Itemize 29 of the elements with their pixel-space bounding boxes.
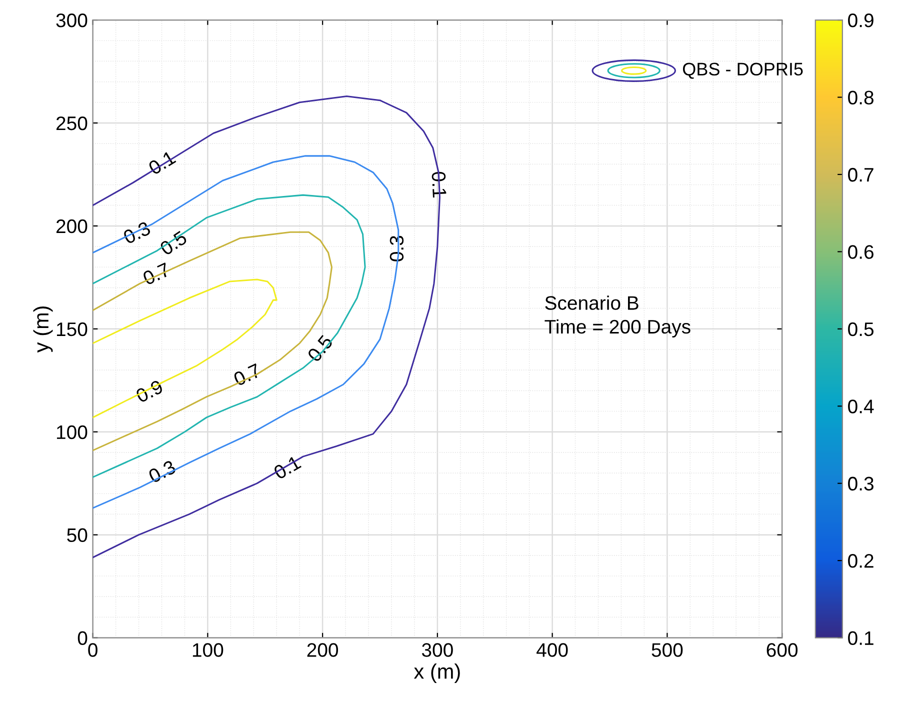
color-bar-label: 0.4 bbox=[848, 400, 874, 414]
y-tick-label: 200 bbox=[56, 219, 88, 234]
color-bar-label: 0.2 bbox=[848, 554, 874, 568]
color-bar-label: 0.5 bbox=[848, 322, 874, 336]
color-bar-label: 0.6 bbox=[848, 245, 874, 259]
x-axis-title: x (m) bbox=[414, 664, 460, 683]
annotation: QBS - DOPRI5 bbox=[682, 62, 803, 79]
annotation: Scenario B Time = 200 Days bbox=[544, 296, 690, 338]
color-bar-label: 0.7 bbox=[848, 168, 874, 182]
x-tick-label: 200 bbox=[307, 643, 338, 657]
color-bar-label: 0.8 bbox=[848, 90, 874, 104]
x-tick-label: 300 bbox=[422, 643, 453, 657]
x-tick-label: 0 bbox=[88, 643, 98, 657]
y-tick-label: 50 bbox=[67, 528, 88, 542]
y-tick-label: 0 bbox=[78, 631, 88, 646]
x-tick-label: 500 bbox=[652, 643, 683, 657]
y-tick-label: 100 bbox=[56, 425, 88, 440]
y-axis-title: y (m) bbox=[33, 306, 53, 353]
y-tick-label: 250 bbox=[56, 116, 88, 130]
color-bar-label: 0.3 bbox=[848, 476, 874, 491]
color-bar-label: 0.9 bbox=[848, 13, 874, 28]
annotation: 0.5 bbox=[159, 230, 188, 256]
y-tick-label: 150 bbox=[56, 322, 88, 336]
color-bar-label: 0.1 bbox=[848, 631, 874, 646]
annotation: 0.1 bbox=[272, 455, 302, 480]
x-tick-label: 400 bbox=[536, 643, 568, 657]
x-tick-label: 600 bbox=[766, 643, 798, 657]
y-tick-label: 300 bbox=[56, 13, 88, 28]
x-tick-label: 100 bbox=[192, 643, 224, 657]
